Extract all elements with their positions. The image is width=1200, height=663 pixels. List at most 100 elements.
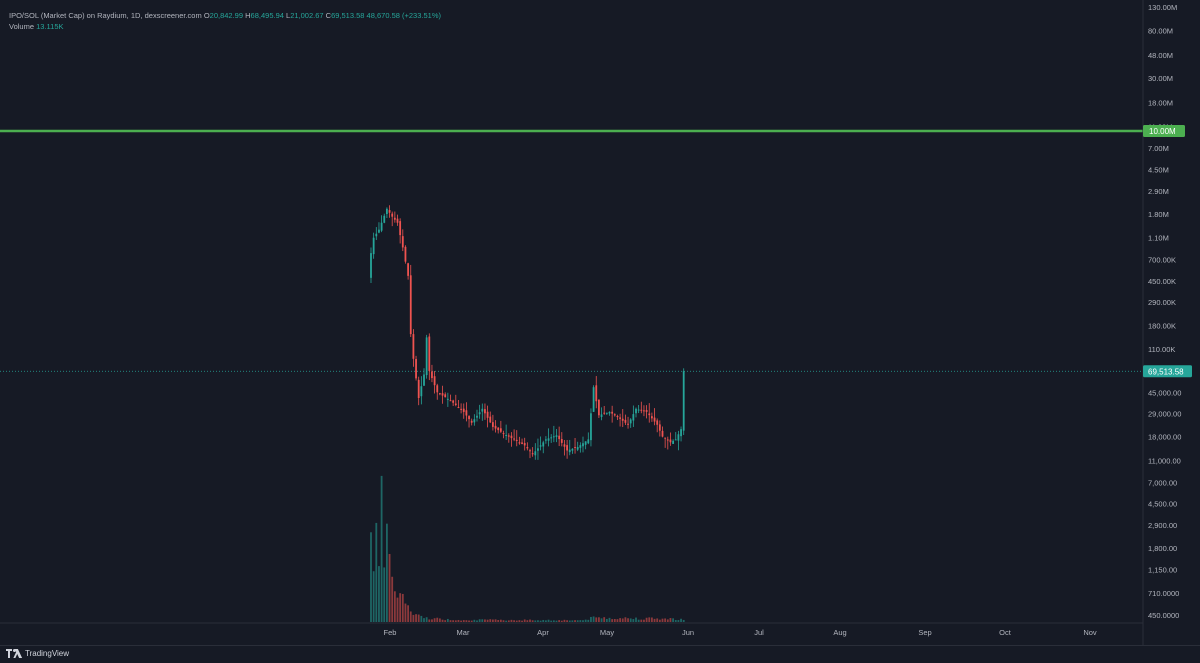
volume-bar — [372, 571, 375, 622]
chart-footer: TradingView — [0, 645, 1200, 663]
candle-body — [537, 448, 539, 451]
volume-bar — [600, 618, 603, 622]
candle-body — [462, 408, 465, 412]
volume-bar — [433, 618, 436, 622]
y-tick-label: 11,000.00 — [1148, 456, 1181, 465]
volume-bar — [526, 620, 529, 622]
price-axis[interactable]: 130.00M80.00M48.00M30.00M18.00M11.00M7.0… — [1148, 3, 1181, 620]
horizontal-line-price-tag — [1143, 125, 1185, 137]
legend-row-price: IPO/SOL (Market Cap) on Raydium, 1D, dex… — [9, 10, 441, 21]
y-tick-label: 1.10M — [1148, 234, 1169, 243]
legend-high-value: 68,495.94 — [250, 11, 284, 20]
volume-bar — [550, 620, 553, 622]
volume-bar — [523, 619, 526, 622]
volume-bar — [396, 597, 399, 622]
volume-bar — [611, 619, 614, 622]
candle-body — [616, 416, 619, 418]
volume-bar — [473, 619, 476, 622]
y-tick-label: 700.00K — [1148, 256, 1176, 265]
candle-body — [409, 275, 412, 335]
candle-body — [393, 217, 396, 220]
volume-bar — [531, 620, 534, 622]
y-tick-label: 30.00M — [1148, 74, 1173, 83]
volume-bar — [513, 620, 515, 622]
candle-body — [499, 428, 502, 432]
y-tick-label: 1,150.00 — [1148, 566, 1177, 575]
candle-body — [579, 445, 582, 448]
x-tick-label: Oct — [999, 628, 1012, 637]
candle-body — [423, 374, 425, 386]
candle-body — [542, 442, 545, 447]
legend-change: 48,670.58 (+233.51%) — [366, 11, 441, 20]
volume-bar — [645, 617, 648, 622]
volume-bar — [674, 620, 677, 622]
candle-body — [571, 448, 574, 451]
volume-bar — [555, 620, 558, 622]
volume-bar — [388, 553, 391, 622]
volume-bar — [545, 620, 547, 622]
volume-bar — [404, 603, 407, 622]
tradingview-brand[interactable]: TradingView — [6, 649, 69, 658]
volume-bar — [489, 619, 492, 622]
legend-close-label: C — [325, 11, 332, 20]
x-tick-label: Jul — [754, 628, 764, 637]
volume-bar — [608, 617, 611, 622]
candle-body — [470, 420, 473, 423]
y-tick-label: 110.00K — [1148, 345, 1175, 354]
candle-body — [425, 337, 428, 376]
y-tick-label: 130.00M — [1148, 3, 1177, 12]
volume-bar — [656, 618, 659, 622]
candle-body — [574, 446, 576, 448]
candle-body — [486, 411, 489, 418]
candle-body — [637, 409, 640, 411]
volume-bar — [677, 620, 680, 622]
volume-bar — [428, 619, 431, 622]
y-tick-label: 2,900.00 — [1148, 521, 1177, 530]
volume-bar — [603, 617, 606, 622]
x-tick-label: Nov — [1083, 628, 1097, 637]
volume-bar — [669, 618, 672, 622]
volume-bar — [619, 618, 621, 622]
y-tick-label: 4.50M — [1148, 166, 1169, 175]
candle-body — [444, 394, 447, 398]
volume-bar — [409, 611, 412, 622]
volume-bar — [648, 617, 651, 622]
volume-bar — [515, 620, 518, 622]
last-price-tag — [1143, 365, 1192, 378]
volume-bar — [616, 619, 619, 622]
volume-bar — [436, 617, 439, 622]
time-axis[interactable]: Feb Mar Apr May Jun Jul Aug Sep Oct Nov — [384, 628, 1097, 637]
volume-bar — [643, 619, 645, 622]
candle-body — [494, 425, 497, 429]
candle-body — [674, 439, 677, 441]
volume-bar — [558, 620, 561, 622]
volume-bar — [484, 619, 486, 622]
candle-body — [568, 449, 571, 453]
volume-bar — [621, 618, 624, 622]
y-tick-label: 80.00M — [1148, 26, 1173, 35]
volume-bar — [507, 620, 510, 622]
candle-body — [531, 453, 534, 455]
y-tick-label: 1,800.00 — [1148, 544, 1177, 553]
volume-bar — [462, 620, 465, 622]
y-tick-label: 1.80M — [1148, 210, 1169, 219]
candle-body — [378, 229, 380, 233]
candle-body — [584, 441, 587, 445]
volume-bar — [582, 620, 584, 622]
volume-bar — [452, 620, 455, 622]
volume-bar — [412, 614, 415, 622]
candle-body — [590, 413, 592, 441]
candle-body — [383, 215, 386, 223]
x-tick-label: Jun — [682, 628, 694, 637]
x-tick-label: May — [600, 628, 614, 637]
chart-legend: IPO/SOL (Market Cap) on Raydium, 1D, dex… — [9, 10, 441, 32]
volume-bar — [468, 620, 470, 622]
candle-body — [587, 439, 590, 444]
candle-body — [386, 208, 388, 214]
volume-bar — [579, 620, 582, 622]
candle-body — [560, 438, 563, 443]
volume-bar — [415, 614, 417, 622]
volume-bar — [635, 617, 637, 622]
volume-bar — [378, 566, 380, 622]
